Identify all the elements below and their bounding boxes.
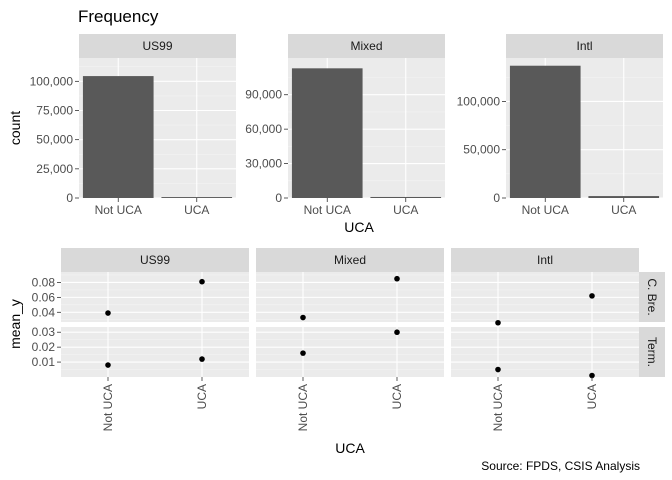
frequency-bar-facets: US99 0 25,000 50,000 75,000 100,000 Not UCA UCA…: [7, 34, 663, 235]
bar-not-uca: [509, 65, 581, 198]
y-tick-label: 0.02: [32, 340, 56, 354]
point-uca: [199, 278, 205, 285]
x-tick-label: Not UCA: [101, 384, 115, 431]
scatter-panel-us99-term: [61, 327, 249, 377]
point-not-uca: [495, 366, 501, 373]
facet-label: Mixed: [350, 39, 382, 53]
chart-title: Frequency: [78, 7, 159, 26]
y-tick-label: 90,000: [245, 88, 282, 102]
facet-strip: [288, 34, 445, 58]
x-axis-title: UCA: [335, 440, 365, 456]
y-tick-label: 0.03: [32, 325, 56, 339]
panel-background: [451, 327, 639, 377]
facet-strip: [506, 34, 663, 58]
facet-strip: [451, 248, 639, 272]
x-tick-label: Not UCA: [296, 384, 310, 431]
point-uca: [589, 372, 595, 379]
facet-label: US99: [142, 39, 172, 53]
bar-panel-us99: US99 0 25,000 50,000 75,000 100,000 Not UCA UCA: [30, 34, 236, 217]
y-tick-label: 60,000: [245, 122, 282, 136]
facet-row-label: C. Bre.: [645, 278, 659, 315]
facet-row-strip: [639, 272, 665, 322]
scatter-panel-intl-c-bre: [451, 272, 639, 326]
bar-panel-intl: Intl 0 50,000 100,000 Not UCA UCA: [457, 34, 663, 217]
y-tick-label: 0.06: [32, 290, 56, 304]
x-tick-label: Not UCA: [304, 203, 351, 217]
x-tick-label: UCA: [585, 384, 599, 409]
facet-label: US99: [140, 253, 170, 267]
y-tick-label: 25,000: [36, 162, 73, 176]
bar-not-uca: [82, 76, 154, 198]
facet-strip: [256, 248, 444, 272]
point-not-uca: [105, 362, 111, 368]
bar-uca: [588, 196, 660, 198]
y-tick-label: 100,000: [30, 74, 74, 88]
facet-label: Intl: [576, 39, 592, 53]
panel-background: [256, 327, 444, 377]
scatter-panel-intl-term: [451, 327, 639, 379]
x-axis-title: UCA: [344, 219, 374, 235]
bar-uca: [370, 196, 442, 198]
y-axis-title: mean_y: [7, 299, 23, 349]
y-tick-label: 50,000: [463, 143, 500, 157]
bar-panel-mixed: Mixed 0 30,000 60,000 90,000 Not UCA UCA: [245, 34, 445, 217]
x-tick-label: UCA: [195, 384, 209, 409]
scatter-panel-mixed-term: [256, 327, 444, 377]
y-tick-label: 0: [493, 191, 500, 205]
facet-row-strip: [639, 327, 665, 377]
x-tick-label: Not UCA: [491, 384, 505, 431]
y-tick-label: 75,000: [36, 104, 73, 118]
y-tick-label: 0: [66, 191, 73, 205]
point-not-uca: [300, 350, 306, 356]
x-tick-label: UCA: [184, 203, 209, 217]
point-uca: [199, 356, 205, 362]
facet-label: Mixed: [334, 253, 366, 267]
x-tick-label: Not UCA: [95, 203, 142, 217]
point-uca: [589, 293, 595, 299]
point-not-uca: [300, 314, 306, 321]
y-axis-title: count: [7, 111, 23, 145]
panel-background: [61, 327, 249, 377]
point-uca: [394, 275, 400, 282]
bar-not-uca: [291, 68, 363, 198]
x-tick-label: UCA: [390, 384, 404, 409]
y-tick-label: 100,000: [457, 94, 501, 108]
mean-y-scatter-facets: US99 Mixed Intl C. Bre. 0.040.060.08 Term. 0.0…: [7, 248, 665, 456]
facet-strip: [79, 34, 236, 58]
point-uca: [394, 329, 400, 336]
point-not-uca: [105, 310, 111, 316]
facet-row-label: Term.: [645, 337, 659, 367]
facet-label: Intl: [537, 253, 553, 267]
x-tick-label: Not UCA: [522, 203, 569, 217]
caption: Source: FPDS, CSIS Analysis: [481, 459, 640, 473]
scatter-panel-us99-c-bre: [61, 272, 249, 322]
y-tick-label: 0: [275, 191, 282, 205]
y-tick-label: 0.04: [32, 305, 56, 319]
y-tick-label: 0.08: [32, 275, 56, 289]
scatter-panel-mixed-c-bre: [256, 272, 444, 322]
facet-strip: [61, 248, 249, 272]
y-tick-label: 50,000: [36, 133, 73, 147]
y-tick-label: 0.01: [32, 355, 56, 369]
point-not-uca: [495, 319, 501, 326]
x-tick-label: UCA: [393, 203, 418, 217]
y-tick-label: 30,000: [245, 157, 282, 171]
bar-uca: [161, 197, 233, 198]
x-tick-label: UCA: [611, 203, 636, 217]
